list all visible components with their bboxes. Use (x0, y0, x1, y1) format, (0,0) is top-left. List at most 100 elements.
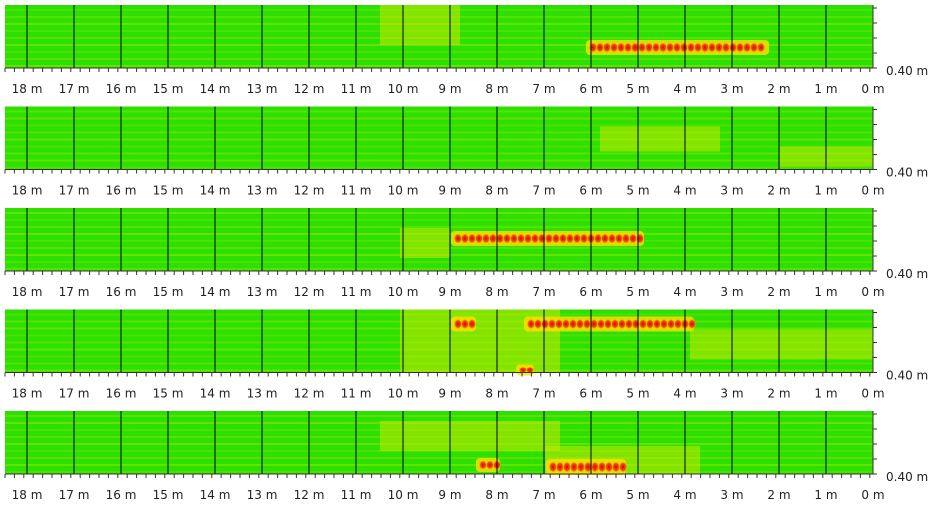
x-tick-label: 10 m (388, 82, 419, 96)
x-tick-label: 12 m (294, 387, 325, 401)
scan-hotspot (603, 318, 613, 330)
x-tick-label: 2 m (767, 387, 790, 401)
depth-label: 0.40 m (886, 470, 928, 484)
scan-hotspot (460, 318, 470, 330)
x-tick-label: 15 m (153, 285, 184, 299)
scan-streak (5, 219, 873, 221)
x-tick-label: 18 m (12, 387, 43, 401)
x-tick-label: 6 m (579, 184, 602, 198)
scan-hotspot (495, 233, 505, 244)
x-tick-label: 9 m (438, 387, 461, 401)
x-tick-label: 13 m (247, 82, 278, 96)
scan-streak (5, 261, 873, 263)
scan-hotspot (589, 318, 599, 330)
x-tick-label: 17 m (59, 488, 90, 502)
scan-panel: 18 m 17 m 16 m 15 m 14 m 13 m 12 m 11 m 10 m 9 m 8… (4, 208, 928, 299)
scan-streak (5, 415, 873, 417)
scan-hotspot (533, 318, 543, 330)
x-tick-label: 2 m (767, 285, 790, 299)
scan-hotspot (568, 318, 578, 330)
scan-anomaly (380, 5, 460, 45)
scan-streak (5, 159, 873, 162)
scan-streak (5, 152, 873, 155)
x-tick-label: 7 m (532, 488, 555, 502)
scan-hotspot (502, 233, 512, 244)
x-tick-label: 6 m (579, 285, 602, 299)
x-tick-label: 13 m (247, 488, 278, 502)
x-tick-label: 2 m (767, 184, 790, 198)
scan-hotspot (665, 42, 675, 53)
x-tick-label: 3 m (720, 82, 743, 96)
scan-hotspot (518, 366, 528, 374)
scan-hotspot (561, 318, 571, 330)
x-tick-label: 8 m (485, 488, 508, 502)
x-tick-label: 1 m (814, 184, 837, 198)
x-tick-label: 14 m (200, 184, 231, 198)
x-tick-label: 9 m (438, 488, 461, 502)
x-tick-label: 18 m (12, 82, 43, 96)
x-tick-label: 9 m (438, 82, 461, 96)
scan-hotspot (530, 233, 540, 244)
scan-streak (5, 110, 873, 113)
x-tick-label: 1 m (814, 285, 837, 299)
scan-anomaly (380, 421, 560, 451)
x-tick-label: 0 m (861, 285, 884, 299)
scan-hotspot (621, 233, 631, 244)
x-tick-label: 13 m (247, 285, 278, 299)
x-tick-label: 11 m (341, 82, 372, 96)
scan-hotspot (478, 460, 488, 470)
scan-streak (5, 464, 873, 466)
x-tick-label: 4 m (673, 82, 696, 96)
x-tick-label: 16 m (106, 184, 137, 198)
scan-hotspot (687, 318, 697, 330)
scan-streak (5, 166, 873, 169)
scan-hotspot (607, 233, 617, 244)
scan-hotspot (652, 318, 662, 330)
scan-hotspot (565, 233, 575, 244)
scan-hotspot (562, 461, 572, 473)
scan-hotspot (756, 42, 766, 53)
scan-hotspot (554, 318, 564, 330)
scan-streak (5, 51, 873, 53)
scan-hotspot (624, 318, 634, 330)
scan-hotspot (579, 233, 589, 244)
x-tick-label: 11 m (341, 184, 372, 198)
scan-streak (5, 65, 873, 67)
x-tick-label: 2 m (767, 82, 790, 96)
x-tick-label: 1 m (814, 488, 837, 502)
x-tick-label: 12 m (294, 82, 325, 96)
x-tick-label: 11 m (341, 285, 372, 299)
scan-hotspot (474, 233, 484, 244)
scan-hotspot (485, 460, 495, 470)
scan-streak (5, 457, 873, 459)
scan-hotspot (602, 42, 612, 53)
x-tick-label: 7 m (532, 285, 555, 299)
scan-hotspot (467, 233, 477, 244)
x-tick-label: 7 m (532, 184, 555, 198)
scan-hotspot (540, 318, 550, 330)
scan-hotspot (583, 461, 593, 473)
scan-streak (5, 471, 873, 473)
x-tick-label: 15 m (153, 184, 184, 198)
x-tick-label: 11 m (341, 387, 372, 401)
scan-hotspot (597, 461, 607, 473)
scan-panel: 18 m 17 m 16 m 15 m 14 m 13 m 12 m 11 m 10 m 9 m 8… (4, 106, 928, 198)
scan-hotspot (616, 42, 626, 53)
x-tick-label: 7 m (532, 82, 555, 96)
scan-hotspot (666, 318, 676, 330)
x-tick-label: 0 m (861, 184, 884, 198)
x-tick-label: 2 m (767, 488, 790, 502)
scan-panel: 18 m 17 m 16 m 15 m 14 m 13 m 12 m 11 m 10 m 9 m 8… (4, 411, 928, 502)
depth-label: 0.40 m (886, 369, 928, 383)
x-tick-label: 10 m (388, 184, 419, 198)
x-tick-label: 4 m (673, 387, 696, 401)
x-tick-label: 3 m (720, 387, 743, 401)
scan-hotspot (635, 233, 645, 244)
scan-hotspot (544, 233, 554, 244)
scan-hotspot (576, 461, 586, 473)
scan-hotspot (610, 318, 620, 330)
scan-hotspot (600, 233, 610, 244)
x-tick-label: 8 m (485, 285, 508, 299)
scan-hotspot (453, 233, 463, 244)
scan-hotspot (595, 42, 605, 53)
